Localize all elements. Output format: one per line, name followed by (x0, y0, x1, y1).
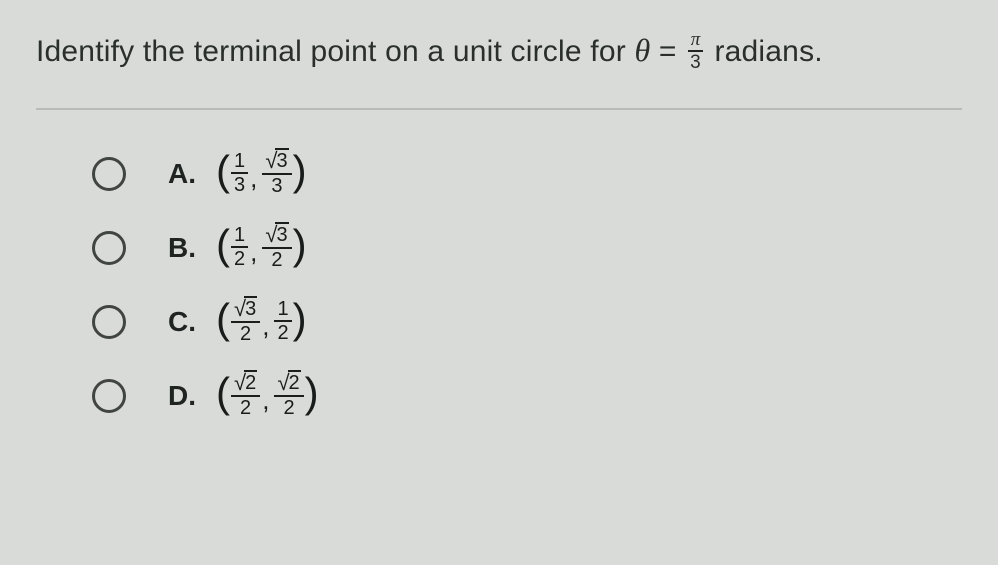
option-d[interactable]: D. (√22,√22) (92, 372, 962, 420)
option-math-c: (√32,12) (216, 298, 307, 346)
question-suffix: radians. (706, 35, 823, 68)
radio-c[interactable] (92, 305, 126, 339)
theta-symbol: θ (634, 32, 650, 68)
x-coord: √22 (231, 372, 260, 418)
close-paren: ) (293, 221, 307, 268)
x-coord: 12 (231, 225, 248, 269)
x-coord: √32 (231, 298, 260, 344)
question-prefix: Identify the terminal point on a unit ci… (36, 35, 634, 68)
open-paren: ( (216, 369, 230, 416)
close-paren: ) (293, 295, 307, 342)
close-paren: ) (293, 147, 307, 194)
options-list: A. (13,√33) B. (12,√32) C. (√32,12) D. (… (36, 150, 962, 420)
radio-a[interactable] (92, 157, 126, 191)
open-paren: ( (216, 147, 230, 194)
frac-den: 3 (688, 52, 703, 72)
option-a[interactable]: A. (13,√33) (92, 150, 962, 198)
option-math-d: (√22,√22) (216, 372, 319, 420)
option-letter-c: C. (168, 306, 202, 338)
option-math-b: (12,√32) (216, 224, 307, 272)
comma: , (262, 311, 269, 341)
option-c[interactable]: C. (√32,12) (92, 298, 962, 346)
question-fraction: π3 (688, 30, 703, 72)
comma: , (250, 163, 257, 193)
comma: , (250, 237, 257, 267)
comma: , (262, 385, 269, 415)
question-text: Identify the terminal point on a unit ci… (36, 28, 962, 74)
radio-d[interactable] (92, 379, 126, 413)
y-coord: 12 (274, 299, 291, 343)
y-coord: √22 (274, 372, 303, 418)
option-letter-a: A. (168, 158, 202, 190)
close-paren: ) (305, 369, 319, 416)
frac-num: π (688, 30, 703, 52)
option-b[interactable]: B. (12,√32) (92, 224, 962, 272)
radio-b[interactable] (92, 231, 126, 265)
equals-sign: = (650, 35, 685, 68)
x-coord: 13 (231, 151, 248, 195)
option-letter-d: D. (168, 380, 202, 412)
divider (36, 108, 962, 110)
open-paren: ( (216, 221, 230, 268)
option-letter-b: B. (168, 232, 202, 264)
open-paren: ( (216, 295, 230, 342)
y-coord: √33 (262, 150, 291, 196)
option-math-a: (13,√33) (216, 150, 307, 198)
y-coord: √32 (262, 224, 291, 270)
